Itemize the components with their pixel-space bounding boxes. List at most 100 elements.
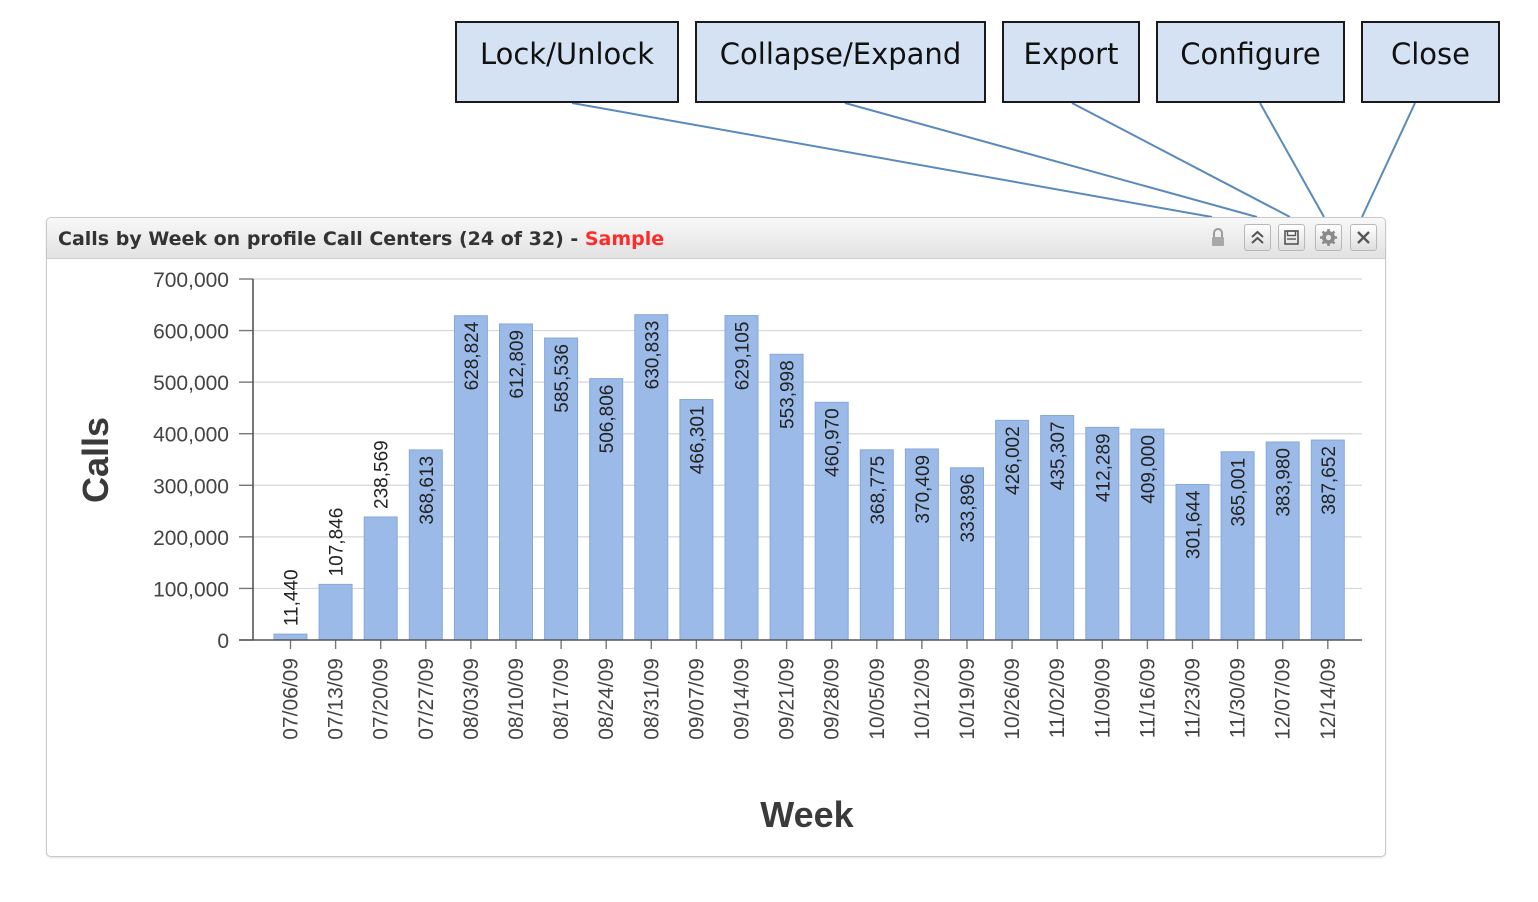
y-tick-label: 200,000 [153, 527, 229, 550]
collapse-expand-icon [1251, 230, 1264, 244]
x-tick-label: 11/02/09 [1046, 658, 1069, 738]
x-tick-label: 11/09/09 [1091, 658, 1114, 738]
bar-value-label: 368,775 [868, 456, 889, 525]
connector-configure [1259, 102, 1325, 218]
x-axis-title: Week [760, 794, 854, 835]
bar-value-label: 506,806 [597, 385, 618, 454]
bar [544, 337, 579, 641]
bar [273, 633, 308, 641]
bar [859, 449, 894, 641]
bar-value-label: 630,833 [642, 321, 663, 390]
callout-lock-unlock: Lock/Unlock [455, 21, 679, 103]
bar-value-label: 612,809 [507, 330, 528, 399]
bar-value-label: 333,896 [958, 474, 979, 543]
y-tick-label: 300,000 [153, 475, 229, 498]
bar [769, 353, 804, 641]
widget-title: Calls by Week on profile Call Centers (2… [58, 228, 664, 250]
sample-label: Sample [584, 228, 665, 250]
bar [1310, 439, 1345, 641]
bar [1130, 428, 1165, 641]
bar [318, 583, 353, 641]
widget-titlebar: Calls by Week on profile Call Centers (2… [47, 218, 1385, 259]
bar-value-label: 301,644 [1184, 490, 1205, 559]
bar-value-label: 11,440 [282, 569, 303, 626]
export-button[interactable] [1278, 224, 1305, 251]
bar [634, 314, 669, 641]
y-tick-label: 700,000 [153, 269, 229, 292]
bar-value-label: 387,652 [1319, 446, 1340, 515]
connector-collapse [844, 102, 1258, 218]
x-tick-label: 07/13/09 [325, 658, 348, 740]
x-tick-label: 10/12/09 [911, 658, 934, 740]
x-tick-label: 12/07/09 [1272, 658, 1295, 740]
x-tick-label: 10/05/09 [866, 658, 889, 740]
collapse-expand-button[interactable] [1244, 224, 1271, 251]
y-tick-label: 0 [217, 630, 229, 653]
configure-icon [1320, 229, 1337, 246]
bar [724, 315, 759, 641]
y-tick-label: 400,000 [153, 424, 229, 447]
bar-value-label: 412,289 [1093, 433, 1114, 502]
export-icon [1284, 230, 1299, 245]
x-tick-label: 09/14/09 [731, 658, 754, 740]
x-tick-label: 11/16/09 [1136, 658, 1159, 738]
bar-value-label: 238,569 [372, 440, 393, 509]
close-icon [1357, 231, 1370, 244]
connector-lock [571, 102, 1213, 218]
bar [1220, 451, 1255, 641]
callout-configure: Configure [1156, 21, 1345, 103]
y-tick-label: 500,000 [153, 372, 229, 395]
y-axis-title: Calls [75, 417, 116, 503]
x-tick-label: 08/17/09 [550, 658, 573, 740]
x-tick-label: 10/26/09 [1001, 658, 1024, 740]
bar-value-label: 107,846 [327, 508, 348, 577]
y-tick-label: 100,000 [153, 578, 229, 601]
bar-value-label: 460,970 [823, 408, 844, 477]
configure-button[interactable] [1315, 224, 1342, 251]
bar-value-label: 365,001 [1229, 458, 1250, 527]
bar [904, 448, 939, 641]
bar-value-label: 466,301 [687, 406, 708, 475]
bar [363, 516, 398, 641]
x-tick-label: 09/21/09 [776, 658, 799, 740]
bar-value-label: 629,105 [733, 322, 754, 391]
x-tick-label: 11/23/09 [1182, 658, 1205, 738]
bar-value-label: 383,980 [1274, 448, 1295, 517]
callout-collapse-expand: Collapse/Expand [695, 21, 986, 103]
bar [950, 467, 984, 641]
callout-export: Export [1002, 21, 1140, 103]
bar-value-label: 368,613 [417, 456, 438, 525]
x-tick-label: 12/14/09 [1317, 658, 1340, 740]
bar [408, 449, 443, 641]
bar-value-label: 426,002 [1003, 426, 1024, 495]
x-tick-label: 09/07/09 [685, 658, 708, 740]
bar [995, 419, 1030, 641]
x-tick-label: 10/19/09 [956, 658, 979, 740]
x-tick-label: 09/28/09 [821, 658, 844, 740]
bar [814, 401, 849, 641]
bar-value-label: 585,536 [552, 344, 573, 413]
bar [1085, 426, 1120, 641]
bar-value-label: 628,824 [462, 321, 483, 390]
bar-value-label: 435,307 [1048, 422, 1069, 491]
x-tick-label: 07/06/09 [280, 658, 303, 740]
callout-close: Close [1361, 21, 1500, 103]
close-button[interactable] [1350, 224, 1377, 251]
x-tick-label: 08/10/09 [505, 658, 528, 740]
bar-value-label: 409,000 [1138, 435, 1159, 504]
y-tick-label: 600,000 [153, 321, 229, 344]
bar [1175, 483, 1210, 641]
x-tick-label: 08/24/09 [595, 658, 618, 740]
x-tick-label: 07/20/09 [370, 658, 393, 740]
connector-export [1071, 102, 1291, 218]
bar [1265, 441, 1300, 641]
bar-value-label: 553,998 [778, 360, 799, 429]
bar-value-label: 370,409 [913, 455, 934, 524]
lock-icon[interactable] [1209, 227, 1227, 249]
bar [453, 315, 488, 641]
x-tick-label: 07/27/09 [415, 658, 438, 740]
widget-title-text: Calls by Week on profile Call Centers (2… [58, 228, 585, 250]
connector-close [1361, 102, 1416, 218]
callout-connectors [571, 102, 1416, 218]
